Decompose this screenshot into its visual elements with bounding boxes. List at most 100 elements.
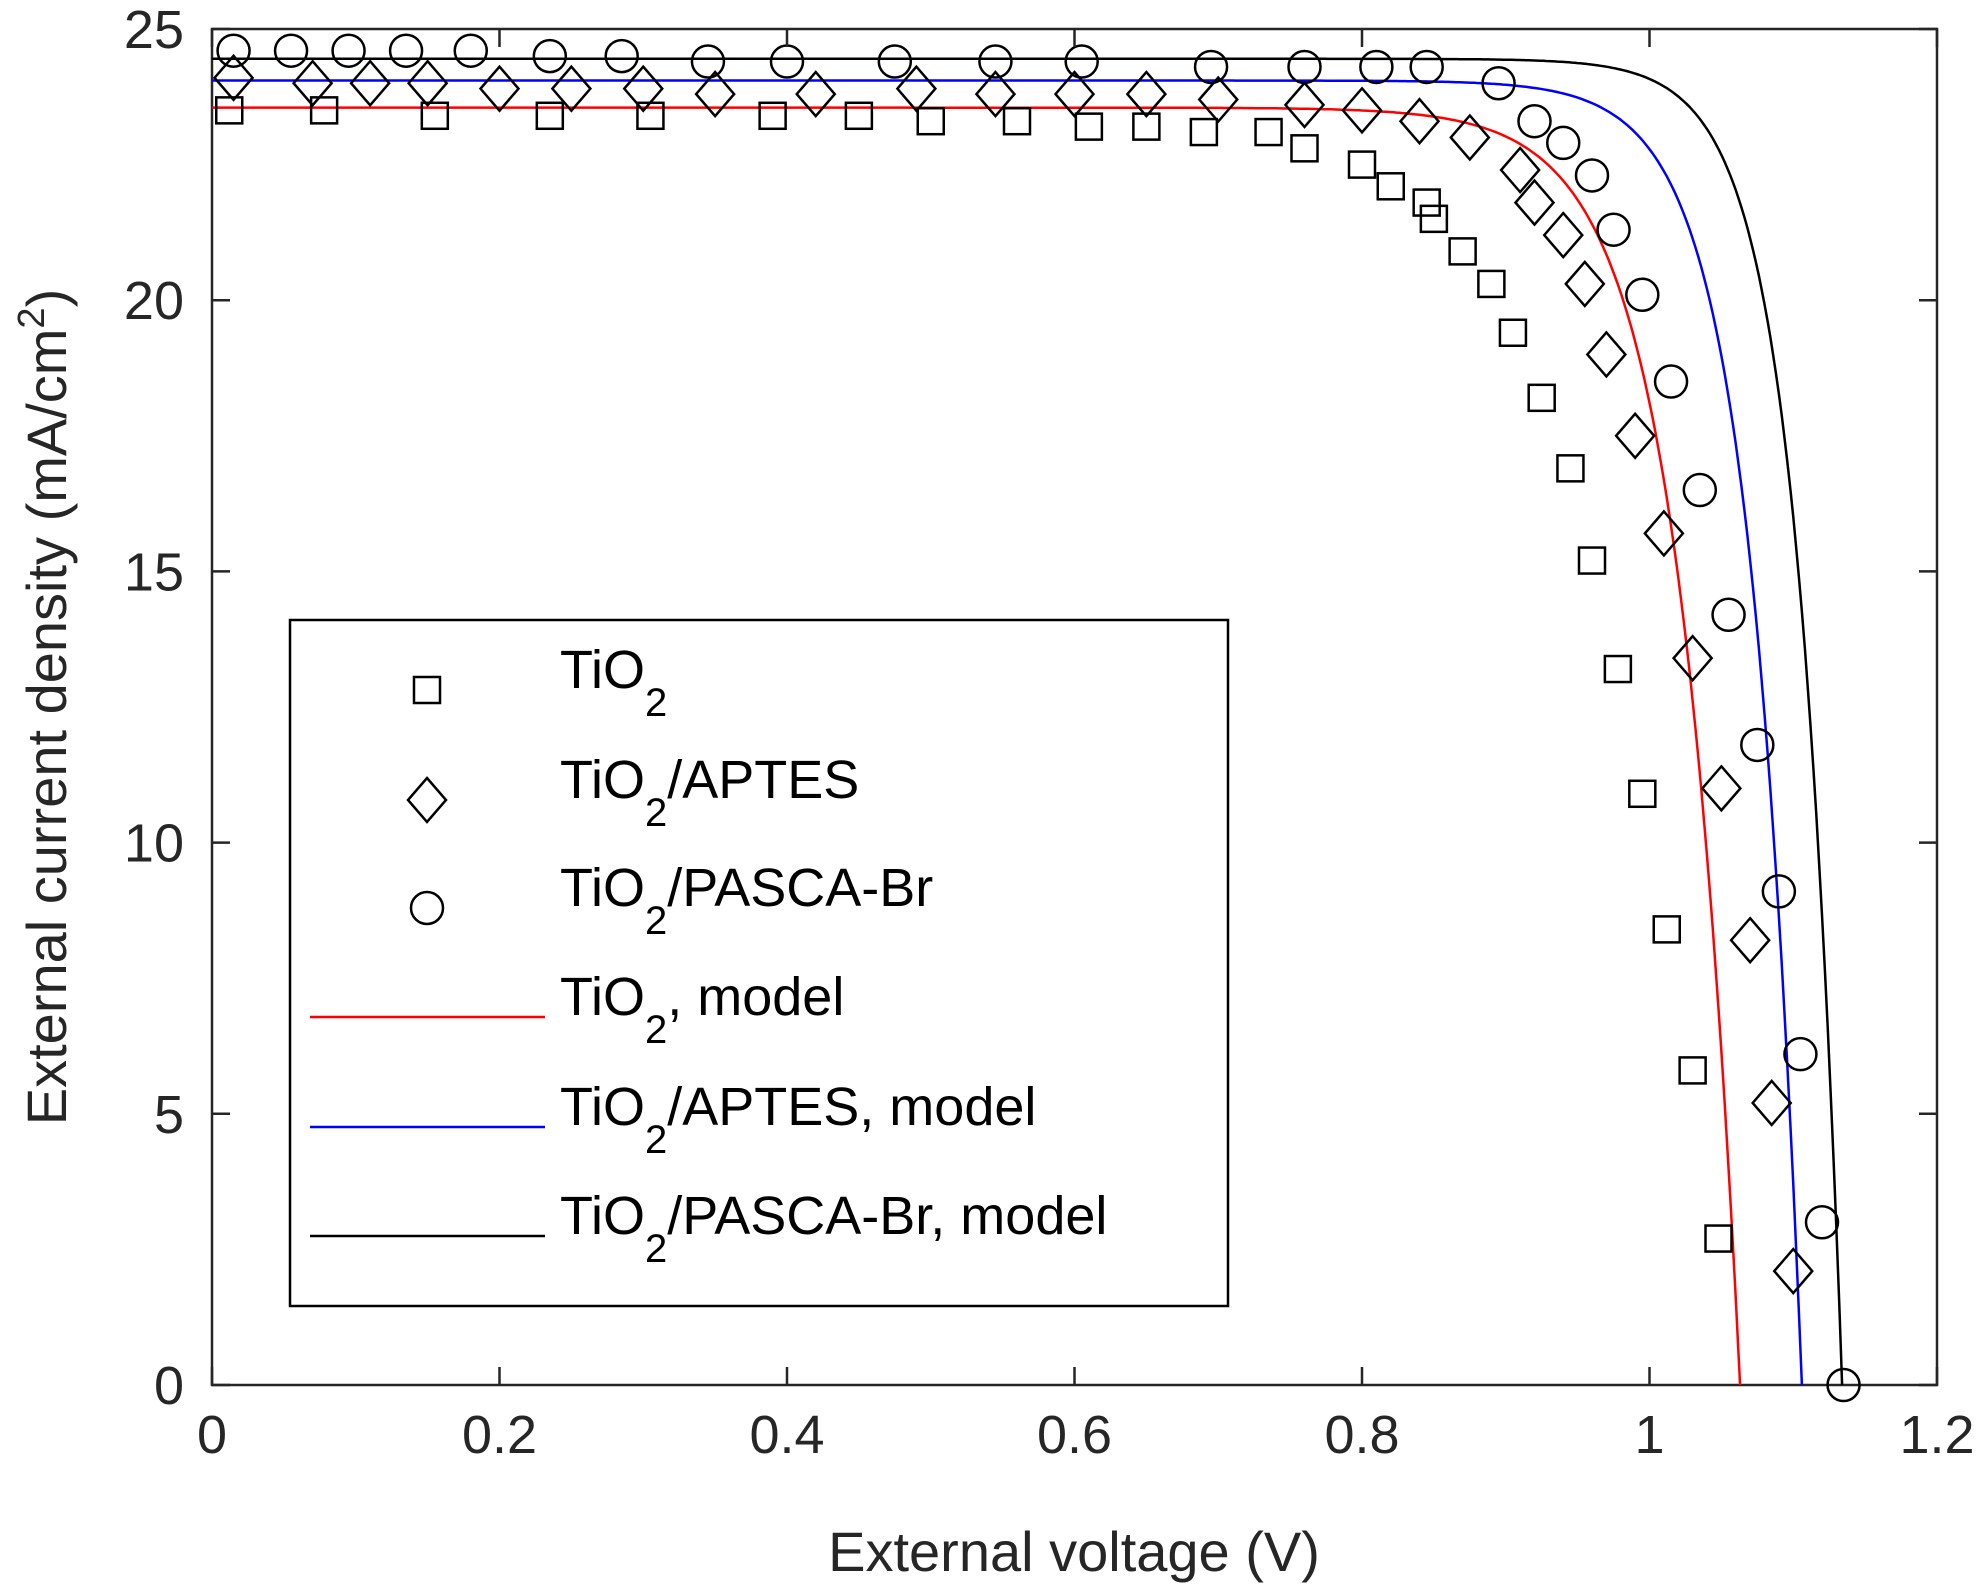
data-point-square [420, 101, 450, 131]
data-point-circle [978, 44, 1013, 79]
legend-marker-square [412, 675, 442, 705]
x-tick-label: 0.8 [1324, 1405, 1399, 1465]
data-point-circle [877, 44, 913, 79]
legend-box [288, 618, 1230, 1308]
y-tick-label: 5 [154, 1085, 184, 1145]
data-point-circle [331, 33, 366, 68]
y-tick-label: 20 [124, 271, 184, 331]
data-point-square [1002, 106, 1032, 136]
data-point-diamond [974, 70, 1017, 119]
data-point-diamond [291, 59, 334, 108]
data-point-circle [1596, 212, 1631, 247]
data-point-diamond [1053, 70, 1096, 119]
y-axis-ticks: 0 5 10 15 20 25 [124, 0, 1937, 1416]
data-point-diamond [478, 64, 521, 113]
legend-label: TiO2, model [560, 967, 844, 1052]
x-tick-label: 0 [197, 1405, 227, 1465]
data-point-circle [1481, 65, 1516, 101]
legend-label: TiO2 [560, 640, 667, 725]
legend-label-tail: /PASCA-Br, model [667, 1186, 1107, 1246]
data-point-circle [1826, 1367, 1861, 1403]
y-tick-label: 15 [124, 542, 184, 602]
data-point-diamond [212, 53, 255, 102]
data-point-square [916, 106, 945, 136]
legend-label: TiO2/PASCA-Br, model [560, 1186, 1107, 1271]
legend-marker-diamond [406, 776, 448, 824]
x-tick-label: 0.4 [749, 1405, 824, 1465]
data-point-circle [1804, 1205, 1840, 1240]
data-point-square [1603, 654, 1633, 684]
data-point-diamond [1751, 1079, 1793, 1127]
legend-label-subscript: 2 [645, 899, 667, 943]
data-point-circle [604, 38, 639, 74]
data-point-circle [1574, 158, 1610, 193]
data-point-square [1290, 134, 1319, 163]
data-point-diamond [1564, 260, 1606, 308]
data-point-circle [1546, 125, 1581, 161]
legend-label: TiO2/APTES, model [560, 1077, 1036, 1162]
y-tick-label: 10 [124, 814, 184, 874]
legend-label-tail: , model [667, 967, 844, 1027]
data-point-circle [1517, 103, 1552, 139]
data-point-circle [1653, 364, 1689, 399]
data-point-square [1477, 269, 1506, 299]
data-point-diamond [1499, 146, 1541, 194]
model-curve [212, 79, 1804, 1386]
data-point-diamond [1513, 178, 1556, 227]
legend-label-main: TiO [560, 1077, 645, 1137]
data-point-circle [690, 44, 726, 79]
y-tick-label: 25 [124, 0, 184, 60]
data-point-diamond [1125, 70, 1168, 119]
data-point-diamond [1341, 86, 1383, 135]
legend-label: TiO2/PASCA-Br [560, 858, 933, 943]
y-axis-title: External current density (mA/cm2) [11, 289, 78, 1125]
data-point-square [1527, 383, 1556, 413]
data-point-diamond [1700, 764, 1743, 813]
x-tick-label: 1 [1634, 1405, 1664, 1465]
data-point-circle [1359, 49, 1394, 85]
data-point-diamond [1449, 113, 1491, 162]
data-point-square [844, 101, 874, 131]
legend-label-main: TiO [560, 640, 645, 700]
data-point-circle [216, 33, 251, 68]
data-point-diamond [1729, 916, 1771, 965]
x-tick-label: 0.2 [462, 1405, 537, 1465]
data-point-diamond [1643, 509, 1685, 558]
data-point-square [1704, 1224, 1733, 1253]
data-point-diamond [550, 64, 593, 113]
data-point-square [309, 96, 339, 125]
x-tick-label: 0.6 [1037, 1405, 1112, 1465]
data-point-square [1376, 172, 1405, 201]
data-point-diamond [1197, 75, 1239, 124]
y-axis-title-end: ) [15, 289, 78, 308]
legend-label: TiO2/APTES [560, 750, 859, 835]
data-point-diamond [1671, 634, 1714, 683]
data-point-circle [1783, 1036, 1818, 1072]
measured-markers [212, 33, 1861, 1403]
data-point-square [535, 101, 565, 131]
y-axis-title-main: External current density (mA/cm [15, 329, 78, 1126]
data-point-circle [1409, 49, 1444, 85]
data-point-circle [1625, 277, 1660, 313]
data-point-square [1419, 204, 1449, 234]
data-point-diamond [349, 59, 391, 108]
legend-marker-circle [409, 890, 445, 926]
data-point-circle [388, 33, 424, 68]
data-point-diamond [1542, 211, 1584, 260]
data-point-circle [453, 33, 488, 68]
data-point-diamond [795, 70, 837, 119]
data-point-square [1652, 915, 1681, 944]
data-point-square [1189, 117, 1219, 147]
data-point-circle [1761, 874, 1797, 909]
data-point-square [758, 101, 787, 131]
data-point-circle [532, 38, 568, 74]
data-point-diamond [1398, 97, 1441, 146]
data-point-square [1577, 546, 1607, 575]
legend-label-tail: /APTES [667, 750, 859, 810]
y-axis-title-superscript: 2 [11, 307, 53, 328]
data-point-square [1412, 188, 1441, 217]
data-point-square [1628, 779, 1657, 809]
data-point-square [1347, 150, 1377, 179]
